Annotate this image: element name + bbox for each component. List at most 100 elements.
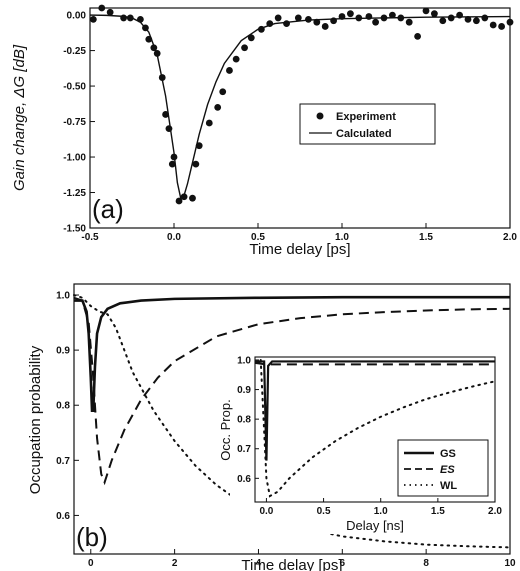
experiment-point [247, 34, 255, 42]
experiment-point [192, 160, 200, 168]
experiment-point [162, 111, 170, 118]
experiment-point [389, 11, 396, 19]
experiment-point [439, 17, 447, 25]
legend-gs-label: GS [440, 448, 456, 460]
panel-b-ytick-label: 1.0 [56, 291, 70, 302]
panel-a-ytick-label: -1.00 [63, 153, 86, 164]
inset-ytick-label: 1.0 [237, 355, 251, 366]
experiment-point [168, 160, 176, 168]
inset-xtick-label: 2.0 [488, 506, 502, 517]
experiment-point [305, 15, 312, 23]
experiment-point [294, 14, 302, 22]
panel-b-dashed-curve [73, 296, 511, 486]
panel-a-axes: -0.5 0.0 0.5 1.0 1.5 2.0 0.00 -0.25 -0.50 -0.75 -1… [63, 11, 517, 243]
panel-a-plot-frame [89, 7, 511, 229]
inset-ylabel: Occ. Prop. [218, 399, 233, 460]
experiment-point [313, 18, 321, 26]
experiment-point [464, 15, 472, 23]
legend-experiment-marker [316, 112, 324, 120]
experiment-point [481, 14, 489, 22]
inset-xtick-label: 0.5 [317, 506, 331, 517]
panel-a-marks [89, 4, 514, 205]
experiment-point [205, 119, 213, 127]
panel-b-ytick-label: 0.6 [56, 511, 70, 522]
inset-xlabel: Delay [ns] [346, 518, 404, 533]
panel-b-xtick-label: 0 [88, 558, 94, 569]
panel-a-xtick-label: 0.5 [251, 232, 265, 243]
experiment-point [106, 8, 114, 16]
experiment-point [274, 14, 282, 22]
panel-a-ytick-label: -1.50 [63, 224, 86, 235]
panel-b-inset-chart: 0.0 0.5 1.0 1.5 2.0 1.0 0.9 0.8 0.7 0.6 Delay [ns… [218, 355, 502, 534]
panel-b-ytick-label: 0.9 [56, 346, 70, 357]
inset-ytick-label: 0.8 [237, 415, 251, 426]
panel-b-ytick-label: 0.7 [56, 456, 70, 467]
inset-axes: 0.0 0.5 1.0 1.5 2.0 1.0 0.9 0.8 0.7 0.6 [237, 355, 502, 517]
panel-a-ylabel: Gain change, ΔG [dB] [11, 44, 28, 191]
panel-b-plot-frame [73, 283, 511, 555]
panel-b-xtick-label: 2 [172, 558, 178, 569]
legend-calculated-label: Calculated [336, 128, 392, 140]
panel-b-ytick-label: 0.8 [56, 401, 70, 412]
experiment-point [283, 20, 290, 28]
panel-b-dotted-curve [73, 294, 511, 549]
experiment-point [405, 18, 413, 26]
panel-a-ytick-label: 0.00 [67, 11, 87, 22]
experiment-point [189, 194, 196, 202]
panel-b-ylabel: Occupation probability [27, 345, 44, 494]
panel-b-xtick-label: 4 [256, 558, 262, 569]
inset-legend-box [397, 439, 489, 497]
experiment-point [473, 17, 480, 25]
inset-es-curve [254, 361, 495, 366]
panel-a-chart: -0.5 0.0 0.5 1.0 1.5 2.0 0.00 -0.25 -0.50 -0.75 -1… [11, 4, 517, 258]
panel-a-legend-box [299, 103, 436, 145]
experiment-point [447, 14, 455, 22]
experiment-point [214, 103, 222, 111]
inset-plot-frame [254, 356, 496, 503]
panel-a-ytick-label: -0.25 [63, 46, 86, 57]
experiment-point [89, 15, 97, 23]
panel-a-ytick-label: -1.25 [63, 188, 86, 199]
panel-a-xtick-label: 1.0 [335, 232, 349, 243]
experiment-point [422, 7, 430, 15]
experiment-point [321, 23, 329, 30]
experiment-point [506, 18, 514, 26]
panel-a-xtick-label: 2.0 [503, 232, 517, 243]
experiment-point [219, 88, 227, 96]
panel-b-chart: 0 2 4 6 8 10 1.0 0.9 0.8 0.7 0.6 Time delay [ps] O… [27, 283, 516, 571]
experiment-point [226, 67, 233, 74]
panel-b-label: (b) [76, 522, 108, 552]
legend-es-label: ES [440, 464, 455, 476]
experiment-point [232, 55, 240, 63]
experiment-point [498, 23, 505, 30]
inset-legend: GS ES WL [397, 439, 489, 497]
inset-wl-curve [259, 358, 496, 498]
panel-b-xlabel: Time delay [ps] [241, 557, 342, 571]
panel-b-xtick-label: 10 [504, 558, 516, 569]
experiment-point [347, 10, 354, 18]
legend-experiment-label: Experiment [336, 111, 396, 123]
calculated-line [89, 14, 511, 200]
panel-a-xtick-label: 1.5 [419, 232, 433, 243]
inset-ytick-label: 0.7 [237, 444, 251, 455]
inset-marks [254, 358, 496, 498]
experiment-point [175, 197, 183, 205]
inset-xtick-label: 1.0 [374, 506, 388, 517]
inset-ytick-label: 0.6 [237, 474, 251, 485]
experiment-point [414, 32, 421, 40]
experiment-point [241, 44, 248, 52]
legend-wl-label: WL [440, 480, 457, 492]
panel-b-xtick-label: 6 [340, 558, 346, 569]
panel-a-xlabel: Time delay [ps] [249, 241, 350, 258]
experiment-point [98, 4, 106, 12]
panel-b-marks [73, 294, 511, 549]
panel-a-xtick-label: -0.5 [81, 232, 99, 243]
inset-xtick-label: 0.0 [259, 506, 273, 517]
experiment-point [180, 193, 188, 201]
experiment-point [431, 10, 438, 18]
panel-a-ytick-label: -0.75 [63, 117, 86, 128]
panel-a-legend: Experiment Calculated [299, 103, 436, 145]
panel-a-ytick-label: -0.50 [63, 82, 86, 93]
panel-a-label: (a) [92, 194, 124, 224]
